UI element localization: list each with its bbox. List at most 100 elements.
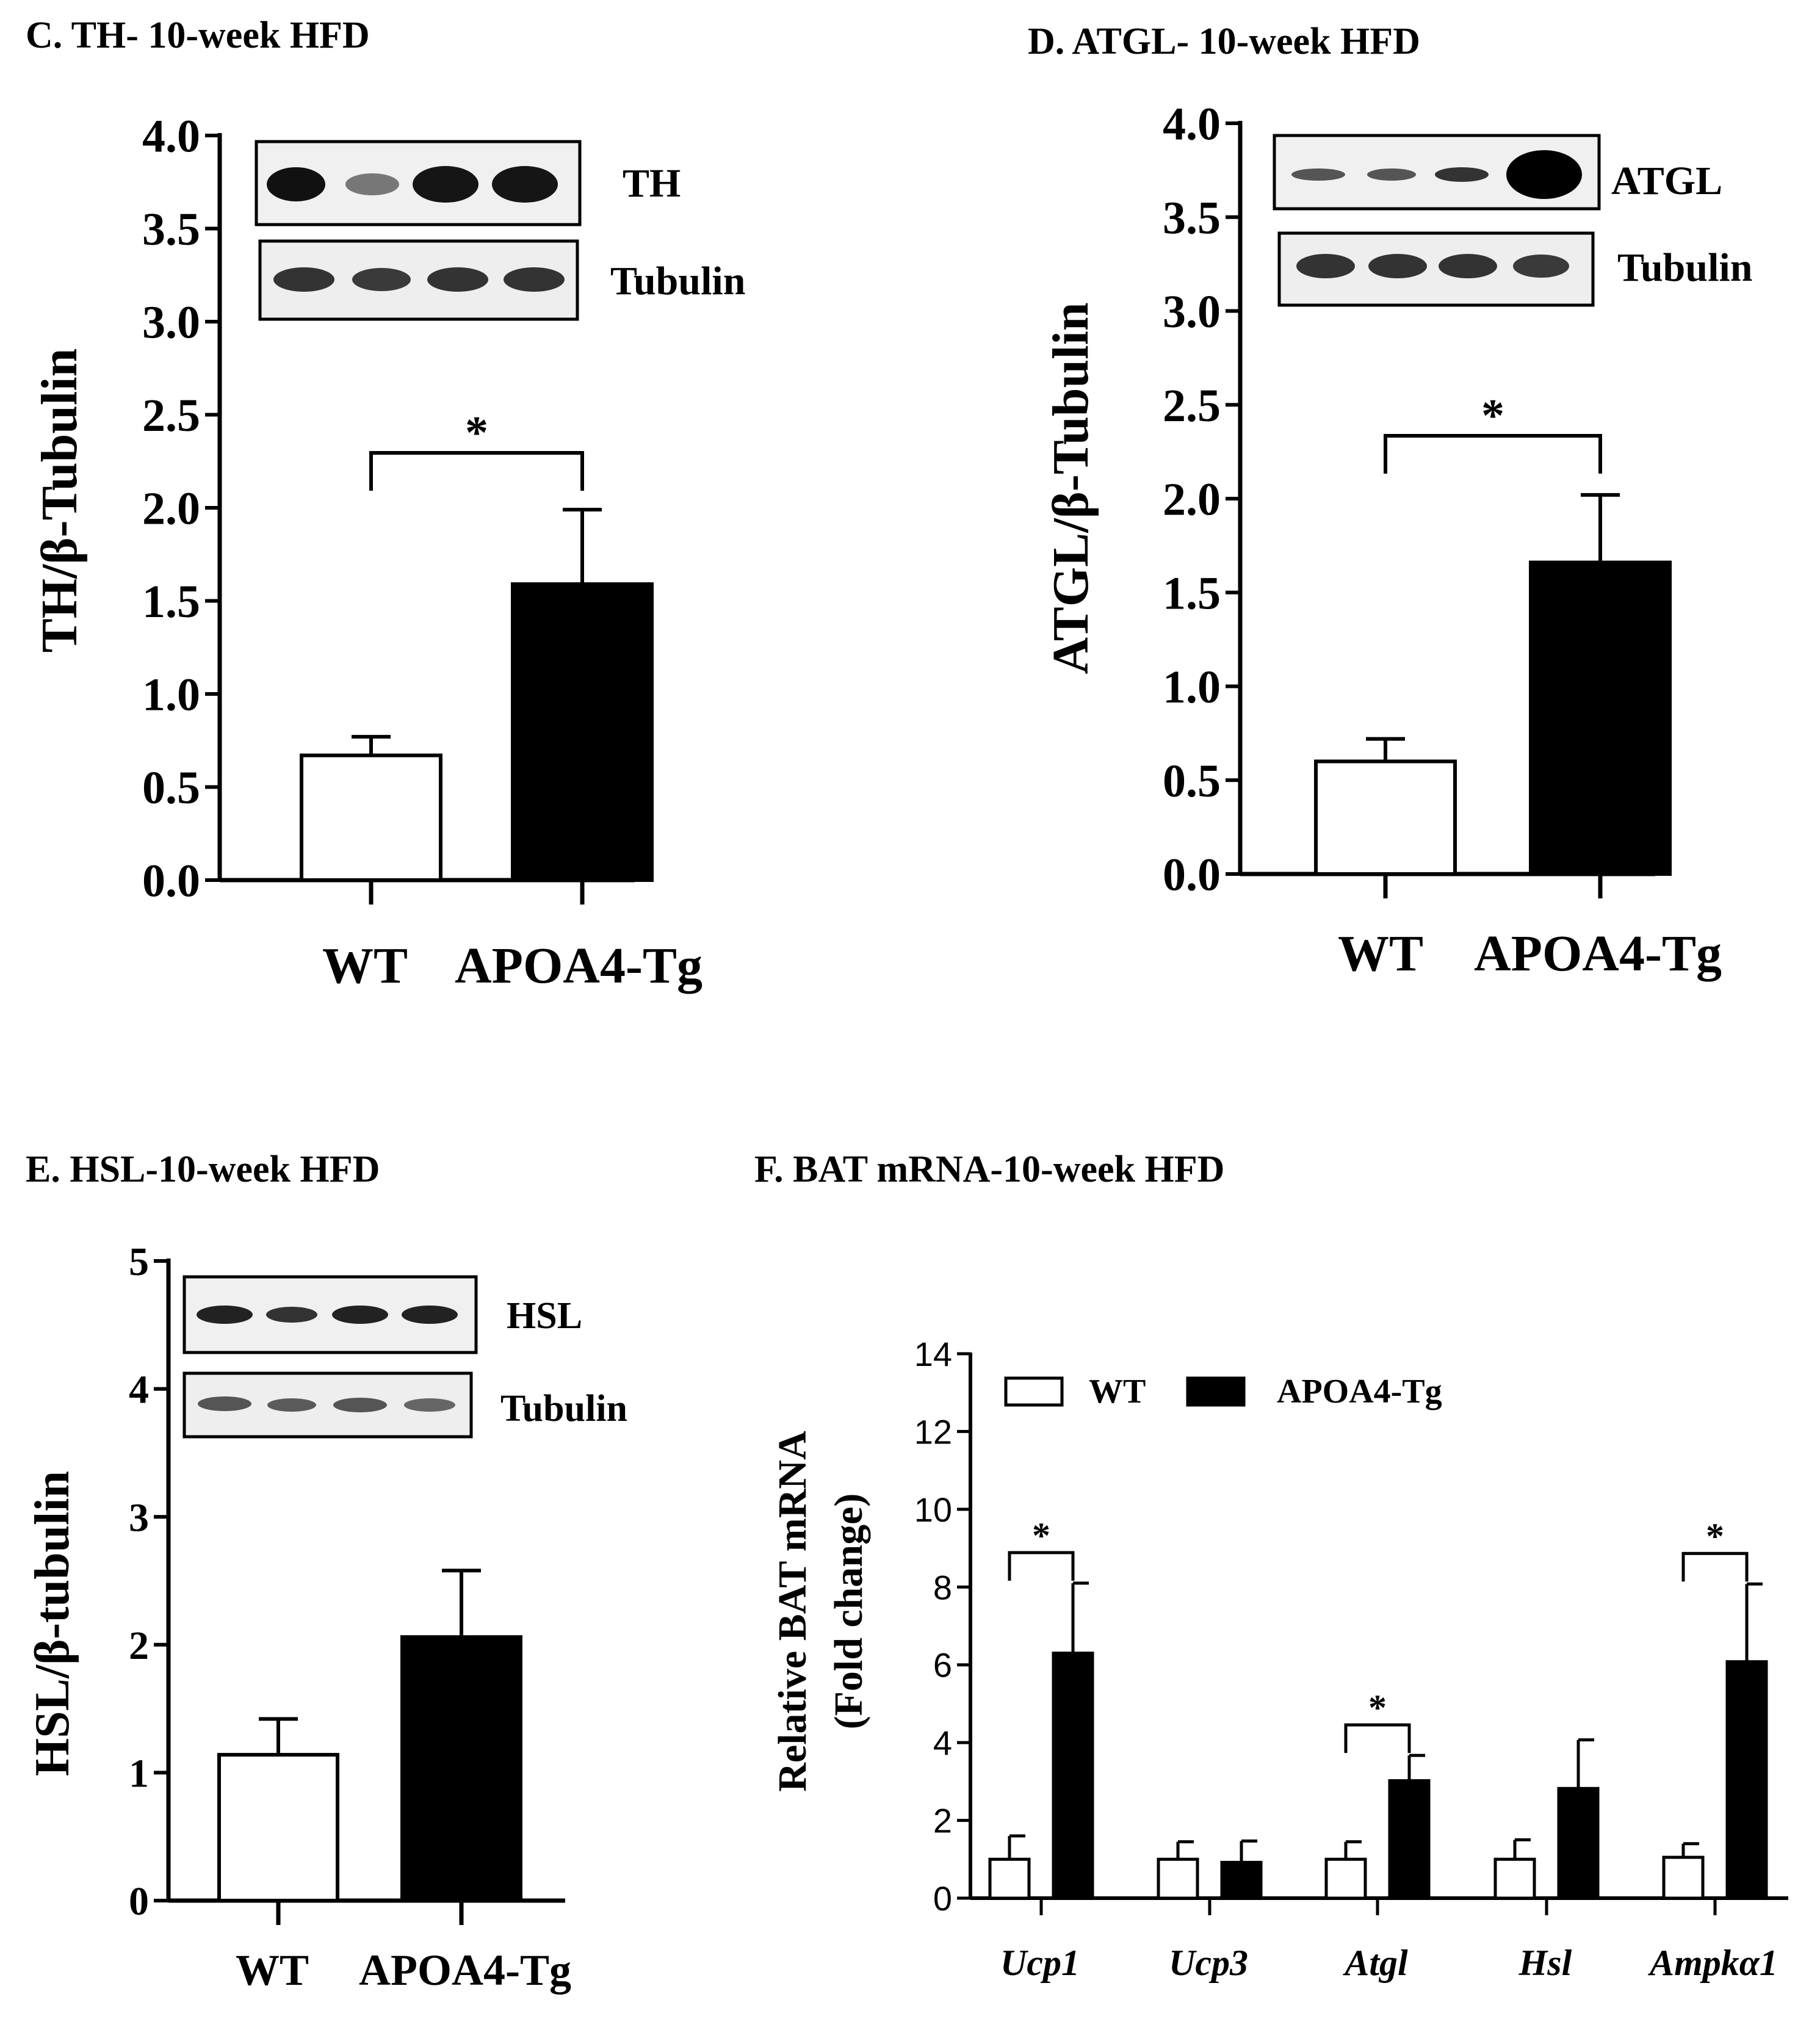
x-tick-label: WT xyxy=(1338,925,1423,982)
blot-band xyxy=(273,267,334,292)
blot-band xyxy=(1296,254,1355,278)
y-tick-label: 12 xyxy=(914,1412,952,1451)
y-tick-label: 2.0 xyxy=(142,483,200,535)
legend: WT APOA4-Tg xyxy=(1004,1373,1442,1410)
blot-band xyxy=(332,1306,388,1324)
significance-bracket xyxy=(1344,1723,1411,1754)
bar-apoa4-tg xyxy=(1725,1660,1768,1900)
blot-band xyxy=(267,1398,316,1412)
panel-f-plot: 0 2 4 6 8 10 12 14 Ucp1 * Ucp3 Atgl * Hsl Ampkα1 * WT APO… xyxy=(914,1335,1788,1983)
significance-star: * xyxy=(465,407,488,458)
blot-label-th: TH xyxy=(623,161,681,206)
bar-apoa4-tg xyxy=(1220,1860,1263,1900)
panel-c: C. TH- 10-week HFD TH/β-Tubulin TH Tubul… xyxy=(26,15,745,994)
blot-band xyxy=(1506,150,1582,199)
y-tick-label: 4.0 xyxy=(1163,99,1221,150)
panel-e-blot: HSL Tubulin xyxy=(182,1275,627,1439)
x-tick-label: APOA4-Tg xyxy=(1474,925,1722,982)
blot-band xyxy=(198,1396,251,1411)
y-tick-label: 1.5 xyxy=(142,576,200,627)
legend-swatch-apoa4-tg xyxy=(1186,1376,1246,1407)
y-tick-label: 0 xyxy=(129,1879,149,1924)
panel-e-ylabel: HSL/β-tubulin xyxy=(26,1471,79,1776)
panel-e-title: E. HSL-10-week HFD xyxy=(26,1149,380,1190)
significance-star: * xyxy=(1032,1515,1050,1556)
legend-swatch-wt xyxy=(1004,1376,1064,1407)
y-tick-label: 0.0 xyxy=(142,856,200,907)
x-tick-label: APOA4-Tg xyxy=(359,1946,571,1995)
y-tick-label: 10 xyxy=(914,1490,952,1529)
y-tick-label: 3 xyxy=(129,1495,149,1540)
significance-star: * xyxy=(1368,1688,1387,1728)
panel-d-plot: 0.0 0.5 1.0 1.5 2.0 2.5 3.0 3.5 4.0 WT APOA4-Tg * xyxy=(1163,99,1722,982)
panel-f-title: F. BAT mRNA-10-week HFD xyxy=(754,1149,1224,1190)
x-tick-label: Atgl xyxy=(1342,1943,1408,1983)
significance-bracket xyxy=(1384,434,1602,474)
y-tick-label: 2.5 xyxy=(1163,380,1221,432)
blot-band xyxy=(402,1306,458,1324)
panel-d: D. ATGL- 10-week HFD ATGL/β-Tubulin ATGL… xyxy=(1028,21,1752,982)
y-tick-label: 4 xyxy=(933,1724,952,1762)
bar-wt xyxy=(1662,1855,1705,1900)
y-tick-label: 6 xyxy=(933,1646,952,1685)
blot-band xyxy=(266,1307,317,1323)
panel-d-title: D. ATGL- 10-week HFD xyxy=(1028,21,1420,62)
x-tick-label: Ucp1 xyxy=(1000,1943,1080,1983)
panel-f-ylabel-line1: Relative BAT mRNA xyxy=(770,1431,815,1792)
y-tick-label: 2.5 xyxy=(142,390,200,441)
y-tick-label: 14 xyxy=(914,1335,952,1373)
x-tick-label: WT xyxy=(236,1946,309,1995)
y-tick-label: 3.5 xyxy=(1163,192,1221,244)
blot-label-tubulin: Tubulin xyxy=(1617,245,1752,290)
panel-c-blot: TH Tubulin xyxy=(255,140,745,321)
panel-f-ylabel-line2: (Fold change) xyxy=(826,1493,871,1730)
significance-bracket xyxy=(369,451,584,491)
y-tick-label: 4.0 xyxy=(142,111,200,162)
y-tick-label: 2.0 xyxy=(1163,474,1221,526)
y-tick-label: 0.5 xyxy=(142,762,200,814)
blot-label-atgl: ATGL xyxy=(1611,159,1722,203)
bar-wt xyxy=(1493,1857,1536,1900)
y-tick-label: 0.0 xyxy=(1163,850,1221,901)
blot-band xyxy=(404,1398,455,1412)
blot-label-tubulin: Tubulin xyxy=(610,259,745,303)
blot-band xyxy=(1435,167,1489,182)
y-tick-label: 2 xyxy=(933,1802,952,1840)
panel-c-ylabel: TH/β-Tubulin xyxy=(31,349,88,653)
blot-band xyxy=(427,267,488,292)
panel-d-blot: ATGL Tubulin xyxy=(1273,134,1752,307)
blot-band xyxy=(267,167,325,201)
bar-wt xyxy=(1157,1857,1199,1900)
y-tick-label: 0.5 xyxy=(1163,756,1221,807)
x-tick-label: Hsl xyxy=(1518,1943,1572,1983)
x-tick-label: Ucp3 xyxy=(1169,1943,1248,1983)
blot-band xyxy=(345,173,399,195)
x-tick-label: APOA4-Tg xyxy=(455,937,702,994)
panel-e: E. HSL-10-week HFD HSL/β-tubulin HSL Tub… xyxy=(26,1149,627,1995)
bar-apoa4-tg xyxy=(1529,560,1672,876)
bar-apoa4-tg xyxy=(1557,1786,1600,1900)
y-tick-label: 2 xyxy=(129,1624,149,1668)
panel-f: F. BAT mRNA-10-week HFD Relative BAT mRN… xyxy=(754,1149,1788,1983)
y-tick-label: 3.0 xyxy=(142,297,200,349)
bar-apoa4-tg xyxy=(1388,1779,1431,1900)
bar-apoa4-tg xyxy=(400,1635,522,1903)
bar-apoa4-tg xyxy=(1052,1652,1094,1900)
blot-label-hsl: HSL xyxy=(507,1295,582,1337)
blot-band xyxy=(1291,168,1345,181)
blot-band xyxy=(1439,254,1497,278)
y-tick-label: 0 xyxy=(933,1879,952,1918)
blot-band xyxy=(492,166,558,203)
y-tick-label: 3.0 xyxy=(1163,286,1221,338)
y-tick-label: 3.5 xyxy=(142,204,200,255)
blot-band xyxy=(1367,168,1416,181)
y-tick-label: 1.0 xyxy=(142,670,200,721)
blot-band xyxy=(413,166,478,203)
significance-bracket xyxy=(1008,1551,1075,1581)
y-tick-label: 1.0 xyxy=(1163,662,1221,713)
panel-c-plot: 0.0 0.5 1.0 1.5 2.0 2.5 3.0 3.5 4.0 WT APOA4-Tg * xyxy=(142,111,702,994)
bar-wt xyxy=(217,1753,339,1902)
blot-band xyxy=(504,267,565,292)
y-tick-label: 8 xyxy=(933,1568,952,1606)
